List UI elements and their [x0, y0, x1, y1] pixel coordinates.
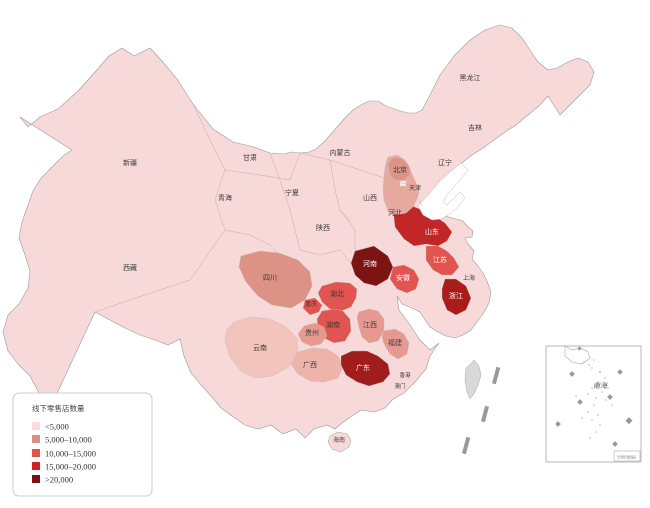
svg-text:香港: 香港 — [399, 371, 411, 379]
svg-text:四川: 四川 — [263, 274, 277, 282]
svg-text:青海: 青海 — [218, 193, 232, 202]
svg-text:河北: 河北 — [388, 209, 402, 217]
svg-text:天津: 天津 — [409, 185, 421, 192]
svg-text:湖南: 湖南 — [326, 320, 340, 329]
svg-text:重庆: 重庆 — [305, 300, 317, 308]
svg-text:南海: 南海 — [593, 382, 608, 390]
svg-text:山西: 山西 — [363, 193, 377, 202]
svg-text:黑龙江: 黑龙江 — [460, 73, 481, 82]
svg-text:湖北: 湖北 — [330, 289, 344, 298]
svg-text:5,000–10,000: 5,000–10,000 — [45, 435, 92, 445]
svg-text:15,000–20,000: 15,000–20,000 — [45, 462, 96, 472]
svg-text:>20,000: >20,000 — [45, 475, 73, 485]
svg-text:浙江: 浙江 — [449, 291, 463, 300]
svg-text:江西: 江西 — [363, 321, 377, 329]
svg-text:澳门: 澳门 — [394, 382, 405, 390]
svg-text:新疆: 新疆 — [123, 158, 137, 167]
svg-text:福建: 福建 — [388, 338, 402, 347]
svg-text:贵州: 贵州 — [305, 328, 319, 337]
svg-text:<5,000: <5,000 — [45, 422, 69, 432]
svg-text:甘肃: 甘肃 — [243, 153, 257, 162]
svg-text:江苏: 江苏 — [433, 255, 447, 264]
svg-text:吉林: 吉林 — [468, 123, 482, 132]
svg-text:辽宁: 辽宁 — [438, 158, 452, 167]
svg-text:10,000–15,000: 10,000–15,000 — [45, 449, 96, 459]
svg-text:西藏: 西藏 — [123, 263, 137, 272]
svg-text:宁夏: 宁夏 — [285, 188, 299, 197]
svg-text:0 250 500km: 0 250 500km — [618, 456, 637, 460]
svg-text:内蒙古: 内蒙古 — [330, 148, 351, 157]
svg-text:安徽: 安徽 — [396, 273, 410, 282]
svg-text:北京: 北京 — [393, 165, 407, 174]
svg-text:海南: 海南 — [333, 436, 345, 444]
svg-text:广西: 广西 — [303, 360, 317, 369]
svg-text:上海: 上海 — [463, 274, 475, 282]
svg-text:陕西: 陕西 — [316, 223, 330, 232]
svg-text:广东: 广东 — [356, 363, 370, 372]
svg-text:山东: 山东 — [425, 227, 439, 236]
svg-text:河南: 河南 — [363, 259, 377, 268]
svg-text:云南: 云南 — [253, 343, 267, 352]
svg-text:线下零售店数量: 线下零售店数量 — [32, 403, 85, 413]
